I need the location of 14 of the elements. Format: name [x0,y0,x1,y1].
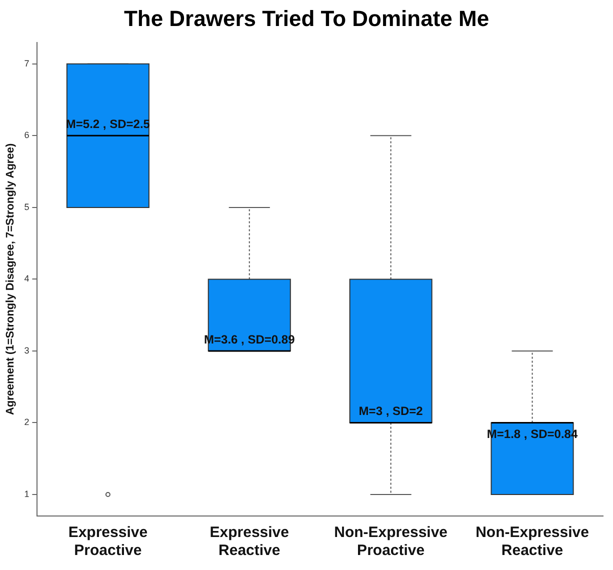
x-tick-label: Non-Expressive Proactive [334,524,448,560]
y-tick-label: 7 [24,58,30,68]
chart-title: The Drawers Tried To Dominate Me [122,6,490,33]
y-tick-label: 3 [24,345,30,356]
y-tick-label: 6 [24,130,30,140]
x-tick-label: Expressive Reactive [210,524,289,560]
y-tick-label: 1 [24,488,30,499]
x-tick-label: Expressive Proactive [68,524,148,560]
y-tick-label: 4 [24,274,30,284]
annotation: M=3 , SD=2 [358,404,424,418]
y-tick-label: 5 [24,202,30,212]
y-axis-title: Agreement (1=Strongly Disagree, 7=Strongly Agree) [4,143,17,416]
y-tick-label: 2 [24,417,30,428]
x-tick-label: Non-Expressive Reactive [476,524,589,560]
